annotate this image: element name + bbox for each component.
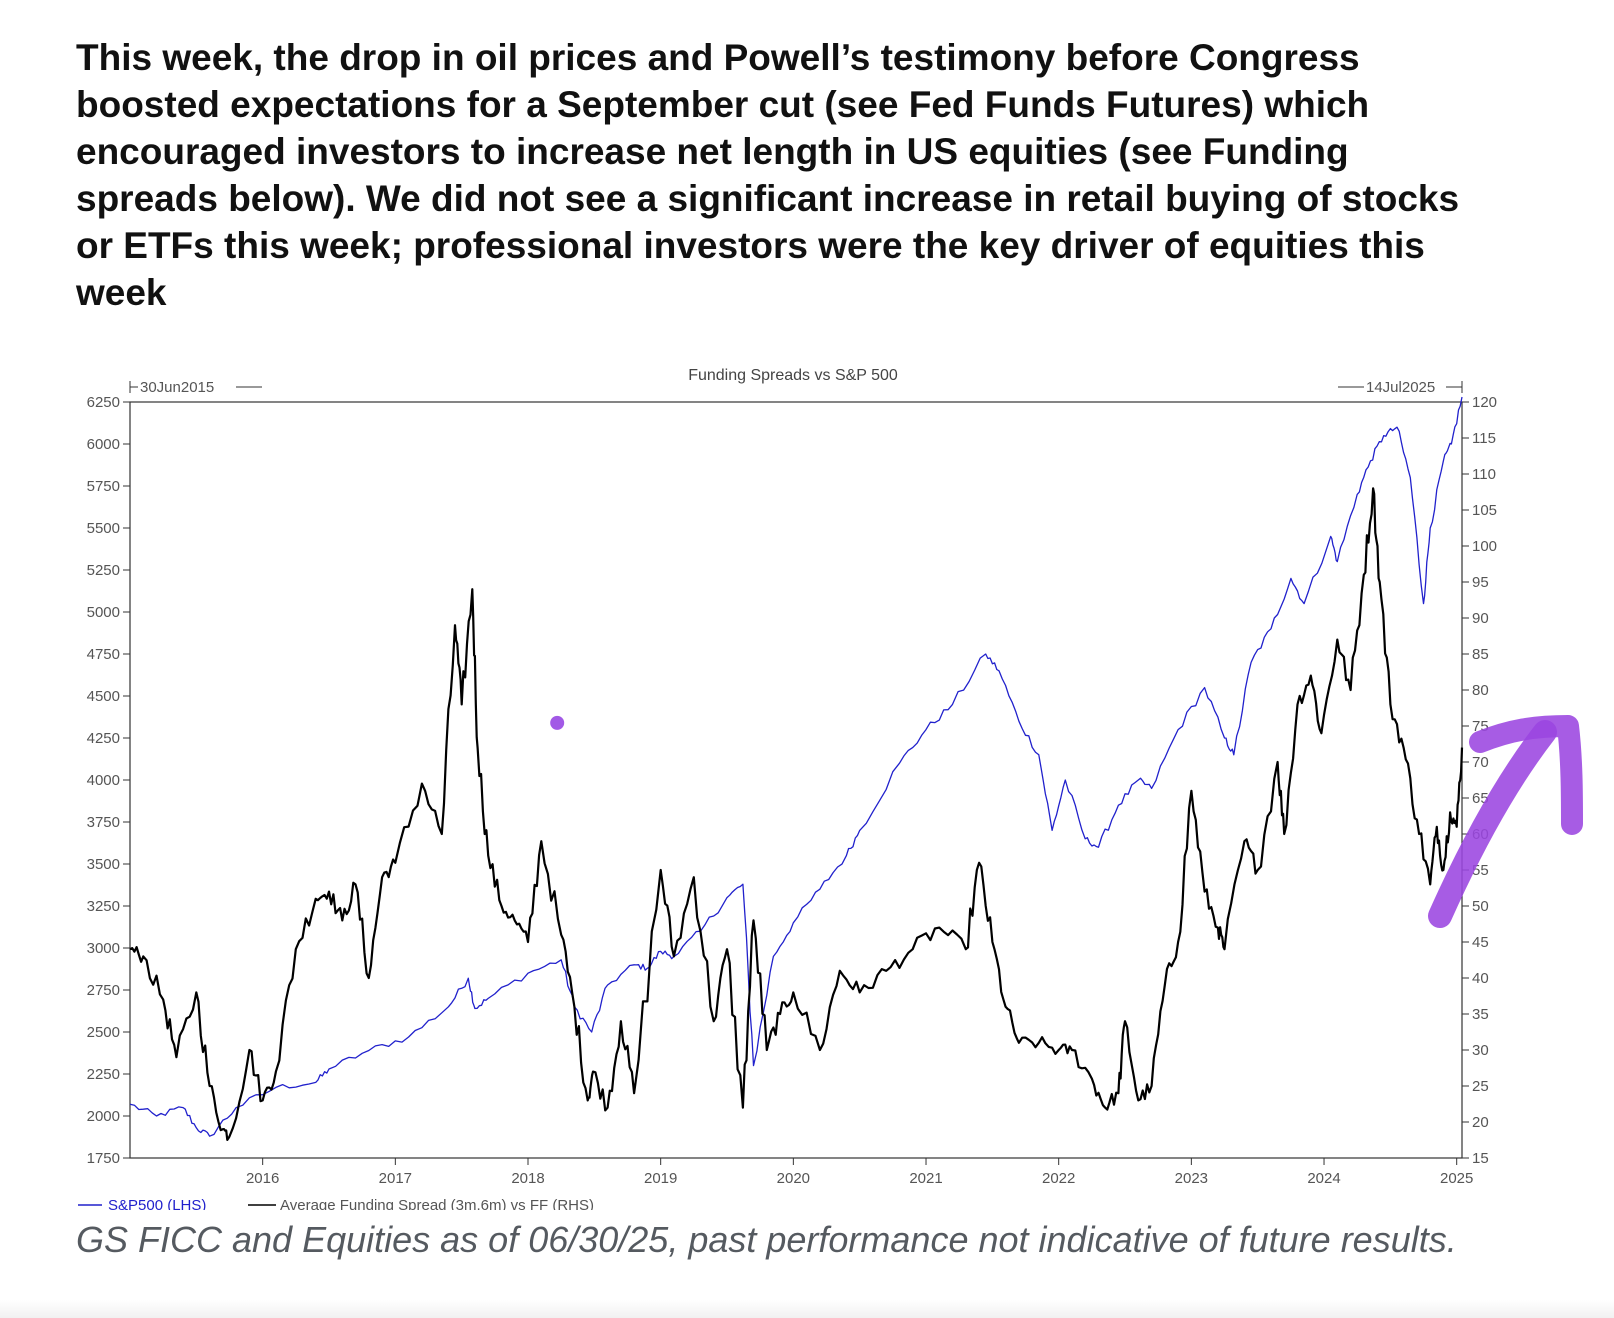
right-tick-label: 25 bbox=[1472, 1078, 1489, 1095]
legend-funding-label: Average Funding Spread (3m,6m) vs FF (RH… bbox=[280, 1197, 594, 1210]
right-tick-label: 35 bbox=[1472, 1006, 1489, 1023]
annotation-group bbox=[550, 715, 1583, 928]
left-tick-label: 5000 bbox=[87, 604, 120, 621]
left-tick-label: 4750 bbox=[87, 646, 120, 663]
chart-title-group: Funding Spreads vs S&P 500 bbox=[688, 367, 898, 384]
x-tick-label: 2021 bbox=[909, 1170, 942, 1187]
left-tick-label: 4500 bbox=[87, 688, 120, 705]
right-tick-label: 15 bbox=[1472, 1150, 1489, 1167]
x-tick-label: 2024 bbox=[1307, 1170, 1340, 1187]
right-tick-label: 115 bbox=[1472, 430, 1496, 447]
legend-spx-label: S&P500 (LHS) bbox=[108, 1197, 206, 1210]
headline: This week, the drop in oil prices and Po… bbox=[76, 37, 1460, 313]
right-tick-label: 45 bbox=[1472, 934, 1489, 951]
caption: GS FICC and Equities as of 06/30/25, pas… bbox=[76, 1219, 1457, 1260]
left-tick-label: 2500 bbox=[87, 1024, 120, 1041]
right-tick-label: 30 bbox=[1472, 1042, 1489, 1059]
x-tick-label: 2019 bbox=[644, 1170, 677, 1187]
left-y-axis: 1750 2000 2250 2500 2750 3000 3250 3500 3750 4000… bbox=[87, 394, 130, 1167]
plot-area-border bbox=[129, 401, 1463, 1159]
x-tick-label: 2022 bbox=[1042, 1170, 1075, 1187]
left-tick-label: 1750 bbox=[87, 1150, 120, 1167]
x-axis: 2016 2017 2018 2019 2020 2021 2022 2023 2024 2025 bbox=[246, 1158, 1473, 1187]
left-tick-label: 3000 bbox=[87, 940, 120, 957]
right-tick-label: 90 bbox=[1472, 610, 1489, 627]
right-tick-label: 40 bbox=[1472, 970, 1489, 987]
right-tick-label: 100 bbox=[1472, 538, 1497, 555]
x-tick-label: 2018 bbox=[511, 1170, 544, 1187]
purple-dot-annotation bbox=[550, 715, 565, 730]
purple-arrow-head bbox=[1469, 715, 1583, 835]
right-tick-label: 50 bbox=[1472, 898, 1489, 915]
plot-frame bbox=[129, 401, 1463, 1159]
right-tick-label: 110 bbox=[1472, 466, 1496, 483]
start-date-label: 30Jun2015 bbox=[140, 379, 214, 396]
left-tick-label: 3250 bbox=[87, 898, 120, 915]
left-tick-label: 5750 bbox=[87, 478, 120, 495]
left-tick-label: 5250 bbox=[87, 562, 120, 579]
right-tick-label: 120 bbox=[1472, 394, 1497, 411]
series-line-spx bbox=[129, 396, 1463, 1137]
end-date-label: 14Jul2025 bbox=[1366, 379, 1435, 396]
left-tick-label: 3750 bbox=[87, 814, 120, 831]
left-tick-label: 4000 bbox=[87, 772, 120, 789]
left-tick-label: 6250 bbox=[87, 394, 120, 411]
bottom-fade bbox=[0, 1300, 1614, 1318]
legend: S&P500 (LHS) Average Funding Spread (3m,… bbox=[78, 1197, 594, 1210]
right-tick-label: 95 bbox=[1472, 574, 1489, 591]
x-tick-label: 2017 bbox=[379, 1170, 412, 1187]
right-tick-label: 70 bbox=[1472, 754, 1489, 771]
right-tick-label: 80 bbox=[1472, 682, 1489, 699]
left-tick-label: 5500 bbox=[87, 520, 120, 537]
chart: Funding Spreads vs S&P 500 30Jun2015 14J… bbox=[78, 367, 1583, 1210]
date-range-markers: 30Jun2015 14Jul2025 bbox=[129, 379, 1463, 396]
right-tick-label: 105 bbox=[1472, 502, 1497, 519]
x-tick-label: 2025 bbox=[1440, 1170, 1473, 1187]
left-tick-label: 2250 bbox=[87, 1066, 120, 1083]
x-tick-label: 2023 bbox=[1175, 1170, 1208, 1187]
right-tick-label: 85 bbox=[1472, 646, 1489, 663]
x-tick-label: 2016 bbox=[246, 1170, 279, 1187]
left-tick-label: 2750 bbox=[87, 982, 120, 999]
left-tick-label: 6000 bbox=[87, 436, 120, 453]
x-tick-label: 2020 bbox=[777, 1170, 810, 1187]
right-tick-label: 20 bbox=[1472, 1114, 1489, 1131]
chart-title: Funding Spreads vs S&P 500 bbox=[688, 367, 898, 384]
left-tick-label: 2000 bbox=[87, 1108, 120, 1125]
series-line-funding-spread bbox=[129, 487, 1464, 1141]
left-tick-label: 3500 bbox=[87, 856, 120, 873]
purple-arrow-shaft bbox=[1428, 720, 1557, 928]
series-group bbox=[129, 396, 1464, 1141]
right-y-axis: 1520253035404550556065707580859095100105… bbox=[1462, 394, 1497, 1167]
left-tick-label: 4250 bbox=[87, 730, 120, 747]
